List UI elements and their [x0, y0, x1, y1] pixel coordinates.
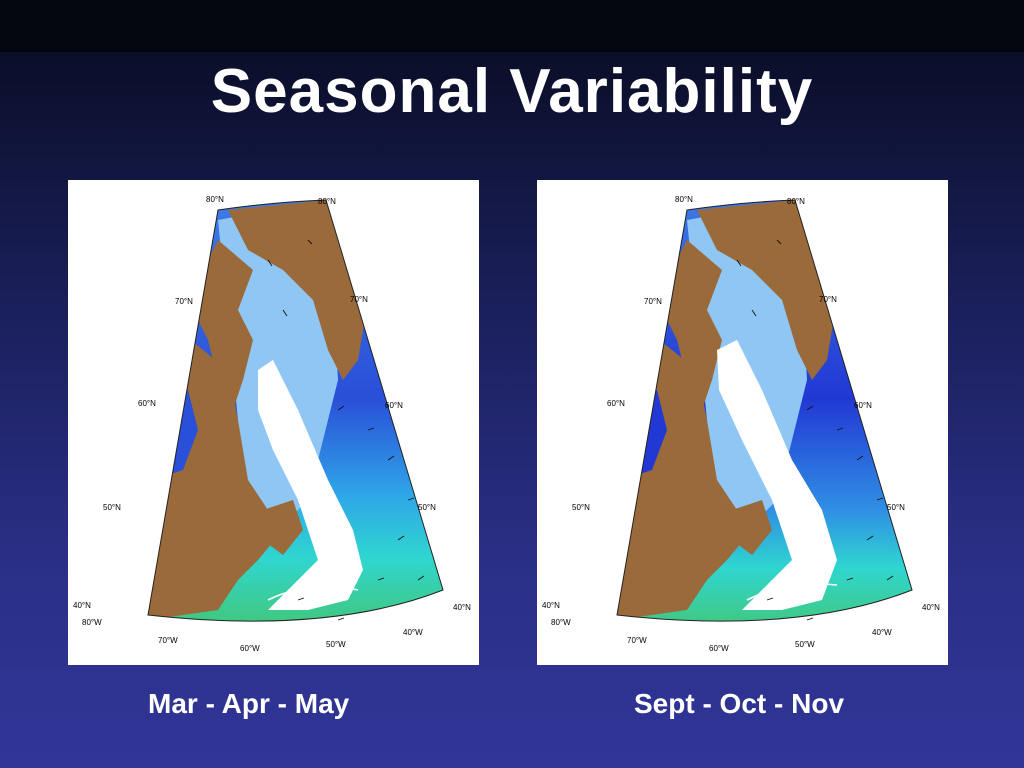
- map-frame: [616, 199, 913, 622]
- map-spring: 80°N 80°N 70°N 70°N 60°N 60°N 50°N 50°N …: [73, 195, 471, 653]
- top-band: [0, 0, 1024, 52]
- label-lat80-b: 80°N: [787, 197, 805, 206]
- map-frame: [147, 199, 444, 622]
- label-lon70: 70°W: [158, 636, 178, 645]
- label-lon60: 60°W: [709, 644, 729, 653]
- label-lat40-w: 40°N: [73, 601, 91, 610]
- caption-autumn: Sept - Oct - Nov: [634, 688, 845, 719]
- map-panel-autumn: 80°N 80°N 70°N 70°N 60°N 60°N 50°N 50°N …: [537, 180, 948, 665]
- label-lat40-e: 40°N: [922, 603, 940, 612]
- label-lat50-w: 50°N: [103, 503, 121, 512]
- label-lat60-e: 60°N: [385, 401, 403, 410]
- label-lat60-w: 60°N: [138, 399, 156, 408]
- label-lat70-w: 70°N: [644, 297, 662, 306]
- velocity-vectors: [267, 239, 425, 621]
- label-lon50: 50°W: [795, 640, 815, 649]
- label-lat80-b: 80°N: [318, 197, 336, 206]
- label-lat40-e: 40°N: [453, 603, 471, 612]
- map-autumn: 80°N 80°N 70°N 70°N 60°N 60°N 50°N 50°N …: [542, 195, 940, 653]
- label-lat50-w: 50°N: [572, 503, 590, 512]
- label-lat70-e: 70°N: [819, 295, 837, 304]
- label-lat50-e: 50°N: [418, 503, 436, 512]
- label-lon80: 80°W: [551, 618, 571, 627]
- label-lon40: 40°W: [872, 628, 892, 637]
- ice-streamlines: [267, 379, 359, 601]
- label-lon70: 70°W: [627, 636, 647, 645]
- label-lat60-e: 60°N: [854, 401, 872, 410]
- map-panel-spring: 80°N 80°N 70°N 70°N 60°N 60°N 50°N 50°N …: [68, 180, 479, 665]
- label-lat40-w: 40°N: [542, 601, 560, 610]
- label-lon80: 80°W: [82, 618, 102, 627]
- label-lon60: 60°W: [240, 644, 260, 653]
- ice-streamlines: [726, 359, 838, 601]
- label-lat60-w: 60°N: [607, 399, 625, 408]
- caption-spring: Mar - Apr - May: [148, 688, 350, 719]
- label-lat70-e: 70°N: [350, 295, 368, 304]
- slide-title: Seasonal Variability: [210, 57, 814, 126]
- velocity-vectors: [736, 239, 894, 621]
- label-lat70-w: 70°N: [175, 297, 193, 306]
- label-lat50-e: 50°N: [887, 503, 905, 512]
- label-lon40: 40°W: [403, 628, 423, 637]
- label-lon50: 50°W: [326, 640, 346, 649]
- label-lat80-a: 80°N: [206, 195, 224, 204]
- label-lat80-a: 80°N: [675, 195, 693, 204]
